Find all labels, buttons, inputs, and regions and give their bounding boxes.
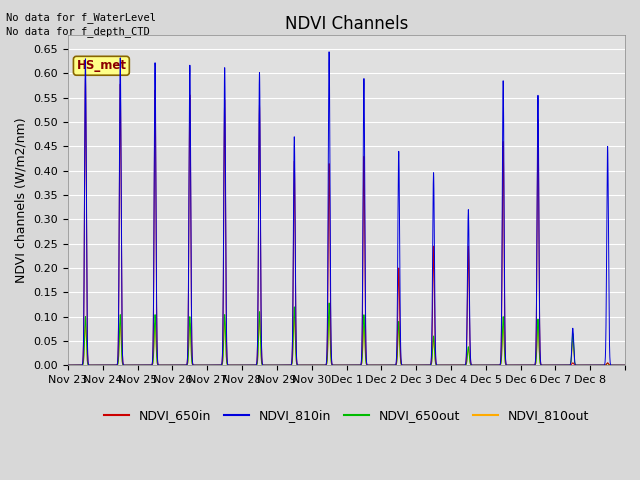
Text: No data for f_depth_CTD: No data for f_depth_CTD <box>6 26 150 37</box>
Y-axis label: NDVI channels (W/m2/nm): NDVI channels (W/m2/nm) <box>15 117 28 283</box>
Text: HS_met: HS_met <box>76 59 126 72</box>
Title: NDVI Channels: NDVI Channels <box>285 15 408 33</box>
Text: No data for f_WaterLevel: No data for f_WaterLevel <box>6 12 156 23</box>
Legend: NDVI_650in, NDVI_810in, NDVI_650out, NDVI_810out: NDVI_650in, NDVI_810in, NDVI_650out, NDV… <box>99 405 594 428</box>
